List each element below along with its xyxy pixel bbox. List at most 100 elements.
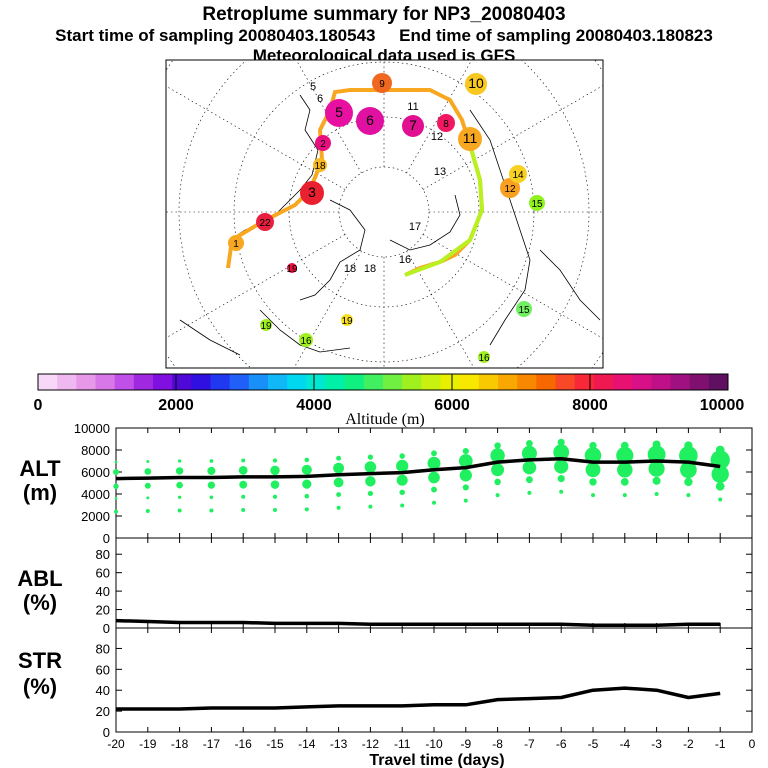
x-tick-label: -19 <box>139 737 157 751</box>
plume-marker <box>516 301 532 317</box>
plume-marker <box>300 181 324 205</box>
altitude-dot <box>368 504 373 509</box>
altitude-dot <box>684 441 693 450</box>
day-label: 13 <box>434 166 446 178</box>
x-tick-label: -11 <box>394 737 411 751</box>
colorbar-swatch <box>478 374 499 390</box>
colorbar-swatch <box>421 374 441 390</box>
colorbar-swatch <box>555 374 576 390</box>
y-tick-label: 80 <box>96 641 110 656</box>
abl-panel: 0 20 40 60 80 <box>96 537 753 636</box>
altitude-dot <box>270 465 280 476</box>
altitude-dot <box>302 479 312 489</box>
colorbar-swatch <box>248 374 269 390</box>
coastline <box>299 199 366 301</box>
altitude-dot <box>431 486 437 493</box>
altitude-dot <box>554 459 569 474</box>
colorbar-swatch <box>38 374 58 390</box>
colorbar-swatch <box>536 374 556 390</box>
altitude-dot <box>114 460 118 464</box>
meridian-line <box>406 250 475 368</box>
altitude-dot <box>113 483 119 489</box>
day-label: 18 <box>314 161 326 172</box>
colorbar-swatch <box>191 374 211 390</box>
altitude-dot <box>494 478 501 486</box>
colorbar-swatch <box>459 374 480 390</box>
x-tick-label: -14 <box>298 737 316 751</box>
day-label: 5 <box>335 104 343 120</box>
meridian-line <box>295 60 362 174</box>
altitude-dot <box>431 450 437 457</box>
x-tick-label: -2 <box>683 737 694 751</box>
altitude-dot <box>559 489 564 494</box>
plume-marker <box>465 73 487 95</box>
altitude-dot <box>301 464 312 475</box>
altitude-dot <box>589 478 597 486</box>
altitude-dot <box>270 480 280 489</box>
day-label: 5 <box>310 81 316 93</box>
day-label: 8 <box>443 119 449 130</box>
altitude-dot <box>207 466 216 475</box>
plume-marker <box>315 135 331 151</box>
plume-marker <box>356 107 384 135</box>
colorbar-swatch <box>57 374 77 390</box>
y-tick-label: 80 <box>96 547 110 562</box>
day-label: 11 <box>463 130 478 146</box>
plume-marker <box>341 314 353 326</box>
coastline <box>539 249 601 321</box>
altitude-dot <box>175 467 184 475</box>
x-tick-label: -9 <box>460 737 471 751</box>
altitude-colorbar: 0 2000 4000 6000 8000 10000 <box>34 373 744 414</box>
altitude-dot <box>521 445 537 461</box>
x-tick-label: -7 <box>524 737 535 751</box>
meridian-line <box>422 234 603 339</box>
x-tick-label: -3 <box>651 737 662 751</box>
x-tick-label: -6 <box>556 737 567 751</box>
altitude-dot <box>336 455 342 461</box>
meridian-line <box>422 85 603 190</box>
panel-frame <box>115 537 753 629</box>
altitude-dot <box>616 446 634 465</box>
altitude-dot <box>557 438 565 446</box>
altitude-dot <box>711 465 729 483</box>
day-label: 2 <box>320 139 326 150</box>
plume-marker <box>287 263 297 273</box>
altitude-dot <box>145 509 150 514</box>
altitude-dot <box>336 505 341 510</box>
altitude-dot <box>648 460 665 477</box>
altitude-dot <box>209 495 214 500</box>
day-label: 11 <box>407 101 418 113</box>
x-tick-label: -18 <box>171 737 189 751</box>
altitude-dot <box>114 497 118 500</box>
colorbar-swatch <box>383 374 403 390</box>
colorbar-tick-label: 2000 <box>158 397 194 414</box>
colorbar-tick-label: 4000 <box>296 397 332 414</box>
colorbar-swatch <box>574 374 595 390</box>
altitude-dot <box>622 493 627 498</box>
meridian-line <box>166 234 346 339</box>
coastline <box>179 319 241 356</box>
colorbar-swatch <box>402 374 422 390</box>
altitude-dot <box>336 492 342 498</box>
str-panel: 0 20 40 60 80 <box>96 627 753 740</box>
altitude-dot <box>399 453 405 459</box>
x-tick-label: -16 <box>235 737 253 751</box>
colorbar-swatch <box>268 374 288 390</box>
day-label: 6 <box>366 112 374 128</box>
altitude-dot <box>146 460 150 464</box>
altitude-dot <box>113 469 119 475</box>
altitude-dot <box>459 469 472 482</box>
altitude-dot <box>654 492 659 496</box>
day-label: 19 <box>341 316 353 327</box>
colorbar-swatch <box>287 374 307 390</box>
day-label: 7 <box>409 117 417 133</box>
altitude-dot <box>584 447 602 464</box>
colorbar-swatch <box>95 374 116 390</box>
alt-unit: (m) <box>23 480 57 505</box>
altitude-dot <box>589 441 597 450</box>
y-tick-label: 10000 <box>74 421 110 436</box>
coastline <box>259 309 351 353</box>
colorbar-tick-label: 6000 <box>434 397 470 414</box>
plume-marker <box>228 235 244 251</box>
